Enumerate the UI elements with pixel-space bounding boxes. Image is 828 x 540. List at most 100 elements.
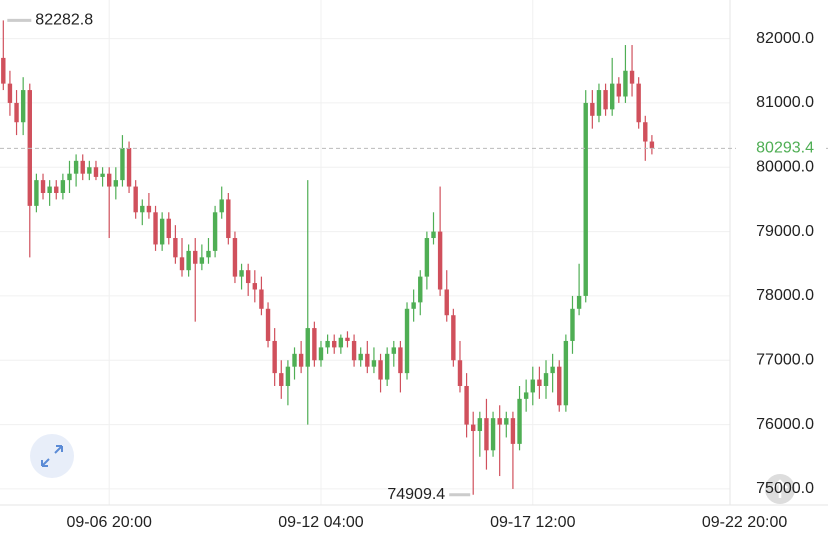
candle-body — [173, 238, 178, 258]
candle-body — [206, 250, 211, 258]
candle-body — [636, 83, 641, 123]
candle-body — [259, 289, 264, 309]
candle-body — [239, 270, 244, 277]
y-tick-label: 75000.0 — [756, 480, 814, 497]
candle-body — [490, 418, 496, 451]
low-marker-label: 74909.4 — [387, 486, 445, 503]
candle-body — [265, 308, 271, 341]
y-tick-label: 76000.0 — [756, 416, 814, 433]
candle-body — [252, 283, 258, 290]
candle-body — [232, 238, 238, 277]
candle-body — [107, 173, 112, 187]
candle-body — [7, 83, 13, 103]
candle-body — [40, 180, 46, 193]
candle-body — [464, 385, 469, 425]
candle-body — [510, 418, 516, 444]
candle-body — [431, 231, 436, 239]
candle-body — [93, 167, 99, 177]
candle-body — [140, 205, 145, 213]
candle-body — [332, 340, 337, 348]
last-price-label: 80293.4 — [756, 140, 814, 157]
candle-body — [186, 250, 191, 271]
candle-body — [371, 360, 377, 367]
y-tick-label: 80000.0 — [756, 158, 814, 175]
candle-body — [570, 308, 575, 341]
candle-body — [484, 418, 489, 451]
candle-body — [411, 302, 416, 309]
candle-body — [153, 212, 158, 245]
candle-body — [67, 173, 72, 181]
candle-body — [537, 379, 542, 386]
candle-body — [245, 270, 251, 284]
candle-body — [146, 205, 152, 213]
candle-body — [193, 250, 198, 264]
candle-body — [457, 360, 463, 386]
candle-body — [305, 328, 310, 367]
candle-body — [583, 102, 588, 296]
candle-body — [629, 70, 635, 84]
candle-body — [398, 347, 403, 374]
candle-body — [384, 353, 390, 380]
candle-body — [113, 180, 119, 187]
candle-body — [504, 418, 509, 425]
scroll-top-button[interactable] — [765, 474, 795, 504]
candle-body — [576, 295, 582, 309]
candle-body — [54, 186, 59, 193]
grid-layer — [0, 0, 730, 505]
candle-body — [497, 418, 502, 425]
scroll-top-icon — [772, 479, 788, 498]
candle-body — [471, 424, 476, 432]
candle-body — [424, 238, 430, 277]
candle-body — [199, 257, 205, 264]
candle-body — [325, 340, 330, 348]
candle-body — [298, 353, 304, 367]
expand-icon — [41, 445, 63, 467]
candle-body — [318, 347, 324, 361]
candle-body — [603, 90, 608, 110]
candle-body — [391, 347, 396, 354]
candle-body — [60, 180, 66, 193]
candle-body — [272, 340, 277, 374]
candle-body — [590, 102, 595, 116]
candle-body — [179, 257, 185, 271]
candle-body — [73, 160, 79, 174]
candle-body — [345, 337, 350, 341]
candle-body — [543, 373, 549, 386]
expand-button-bg — [30, 434, 74, 478]
candle-body — [47, 186, 52, 193]
candle-body — [133, 186, 138, 213]
candle-body — [550, 366, 555, 374]
candle-body — [444, 289, 449, 316]
candle-body — [609, 83, 615, 110]
candle-body — [404, 308, 410, 374]
candle-body — [557, 366, 562, 406]
candle-body — [14, 102, 19, 123]
candle-body — [159, 218, 165, 245]
candle-body — [643, 122, 648, 142]
candle-body — [530, 379, 535, 393]
last-price-bg — [736, 137, 824, 160]
candle-body — [517, 398, 522, 444]
candle-body — [563, 340, 569, 406]
y-tick-label: 77000.0 — [756, 351, 814, 368]
candle-body — [623, 70, 628, 97]
x-tick-label: 09-17 12:00 — [490, 514, 576, 531]
candle-body — [120, 147, 125, 181]
candle-body — [279, 373, 284, 386]
candle-body — [351, 340, 357, 361]
candle-body — [649, 141, 655, 149]
y-tick-label: 78000.0 — [756, 287, 814, 304]
candle-body — [596, 90, 602, 116]
candle-body — [418, 276, 423, 303]
high-marker-label: 82282.8 — [35, 12, 93, 29]
y-tick-label: 79000.0 — [756, 223, 814, 240]
expand-button[interactable] — [30, 434, 74, 478]
candle-body — [437, 231, 443, 290]
candle-body — [34, 180, 39, 206]
x-tick-label: 09-06 20:00 — [66, 514, 152, 531]
candle-body — [312, 328, 317, 361]
x-tick-label: 09-22 20:00 — [702, 514, 788, 531]
candle-body — [226, 199, 231, 239]
x-tick-label: 09-12 04:00 — [278, 514, 364, 531]
